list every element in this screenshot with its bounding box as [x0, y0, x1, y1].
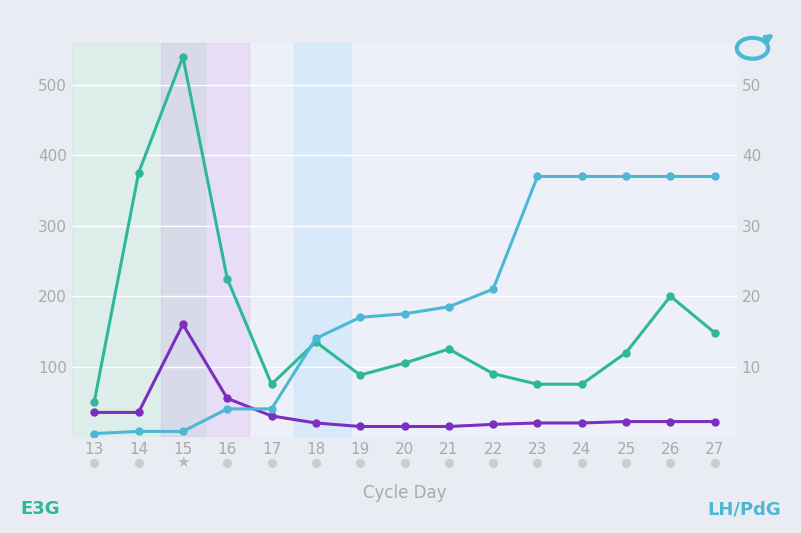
Point: [132, 168, 145, 177]
Point: [176, 52, 189, 61]
Text: ★: ★: [176, 455, 190, 470]
Point: [487, 369, 500, 378]
Point: [88, 429, 101, 438]
Bar: [294, 43, 352, 437]
Bar: [72, 43, 205, 437]
Point: [398, 310, 411, 318]
Point: [309, 419, 322, 427]
Point: [88, 398, 101, 406]
Text: E3G: E3G: [20, 500, 59, 518]
Point: [398, 359, 411, 367]
Point: [487, 420, 500, 429]
Point: [132, 408, 145, 417]
Point: [265, 411, 278, 420]
Point: [132, 427, 145, 435]
Point: [664, 292, 677, 301]
Point: [354, 313, 367, 321]
Point: [265, 380, 278, 389]
Point: [531, 380, 544, 389]
Point: [620, 417, 633, 426]
Point: [575, 419, 588, 427]
Point: [487, 285, 500, 293]
Bar: [161, 43, 249, 437]
Point: [398, 422, 411, 431]
Point: [531, 419, 544, 427]
Point: [88, 408, 101, 417]
Text: Cycle Day: Cycle Day: [363, 484, 446, 502]
Point: [176, 427, 189, 435]
Legend: E3G (ng/ml), LH (mIU/ml), PdG (ug/ml): E3G (ng/ml), LH (mIU/ml), PdG (ug/ml): [203, 528, 606, 533]
Point: [442, 303, 455, 311]
Point: [620, 172, 633, 181]
Point: [221, 405, 234, 413]
Point: [708, 417, 721, 426]
Point: [221, 394, 234, 402]
Text: LH/PdG: LH/PdG: [707, 500, 781, 518]
Point: [575, 172, 588, 181]
Point: [309, 338, 322, 346]
Point: [664, 417, 677, 426]
Point: [354, 371, 367, 379]
Point: [664, 172, 677, 181]
Point: [309, 334, 322, 343]
Point: [442, 345, 455, 353]
Point: [176, 320, 189, 329]
Point: [708, 328, 721, 337]
Point: [531, 172, 544, 181]
Point: [354, 422, 367, 431]
Point: [442, 422, 455, 431]
Point: [708, 172, 721, 181]
Point: [265, 405, 278, 413]
Point: [221, 274, 234, 283]
Point: [575, 380, 588, 389]
Point: [620, 348, 633, 357]
